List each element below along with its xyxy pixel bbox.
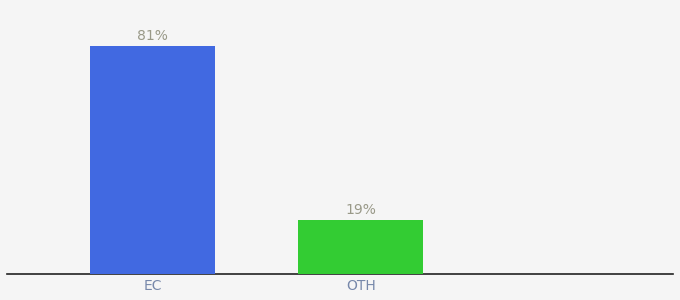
Text: 19%: 19% xyxy=(345,203,376,217)
Bar xyxy=(299,220,423,274)
Text: 81%: 81% xyxy=(137,29,168,43)
Bar xyxy=(90,46,215,274)
